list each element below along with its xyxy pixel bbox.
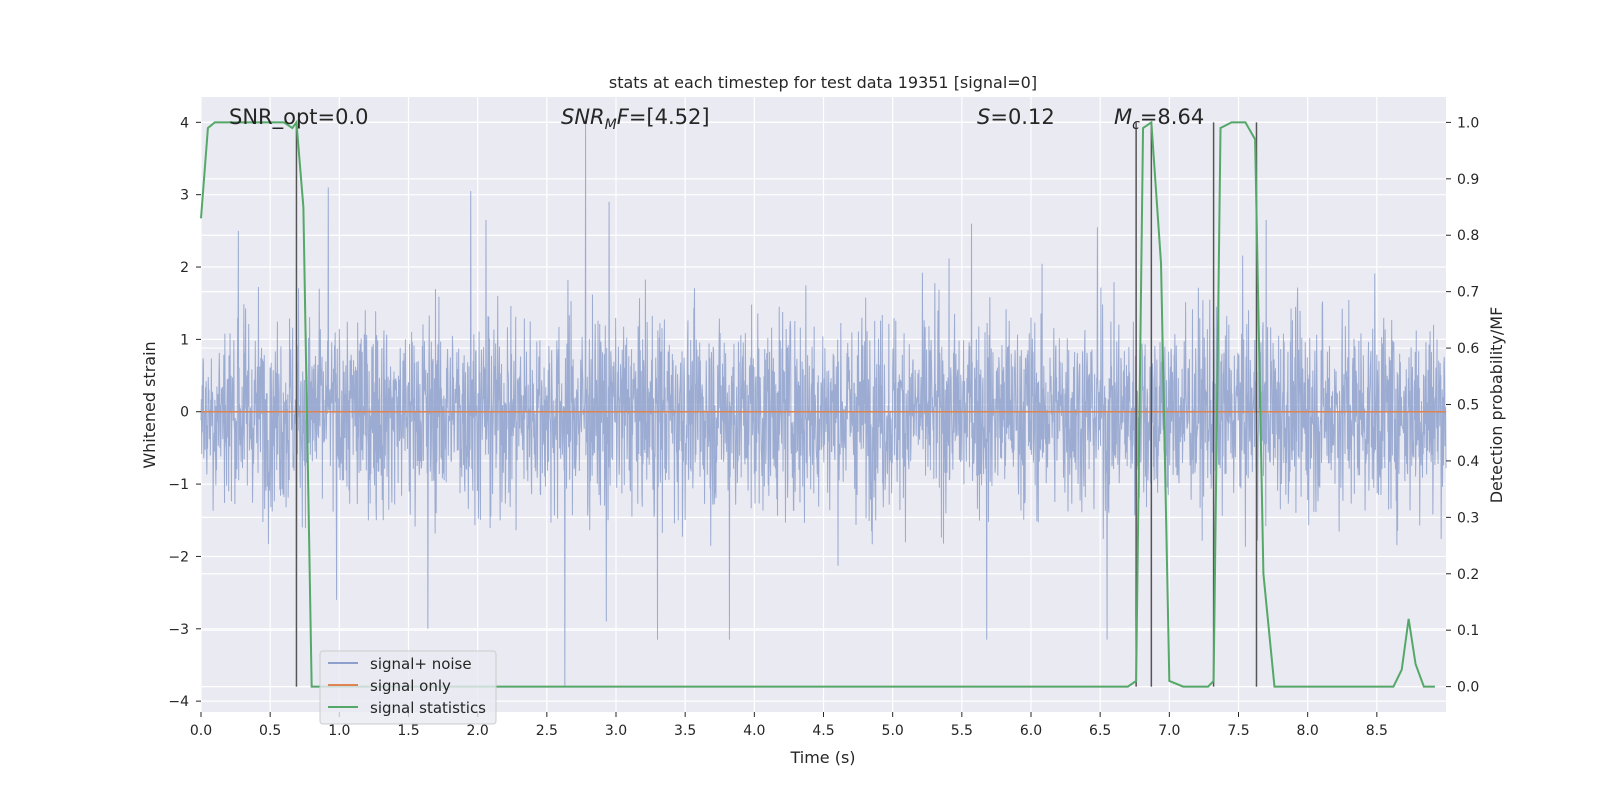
y2-tick-label: 0.0: [1457, 680, 1479, 696]
y-tick-label: 2: [180, 260, 189, 276]
y-tick-label: 0: [180, 405, 189, 421]
x-tick-label: 6.0: [1020, 723, 1042, 739]
legend-label-signal-only: signal only: [370, 677, 451, 695]
x-axis-ticks: 0.0 0.5 1.0 1.5 2.0 2.5 3.0 3.5 4.0 4.5 5.0 5.5 6.0 6…: [190, 712, 1388, 739]
x-tick-label: 1.0: [328, 723, 350, 739]
x-axis-label: Time (s): [789, 748, 855, 767]
y2-tick-label: 0.9: [1457, 172, 1479, 188]
y2-tick-label: 0.8: [1457, 228, 1479, 244]
y-axis-label: Whitened strain: [140, 341, 159, 468]
y2-axis-label: Detection probability/MF: [1487, 307, 1506, 504]
annotations: SNR_opt=0.0 SNRMF=[4.52] S=0.12 Mc=8.64: [229, 105, 1204, 133]
x-tick-label: 5.5: [951, 723, 973, 739]
x-tick-label: 2.0: [467, 723, 489, 739]
y2-tick-label: 0.7: [1457, 285, 1479, 301]
chart-title: stats at each timestep for test data 193…: [609, 73, 1037, 92]
signal-statistics-series: [200, 119, 1435, 688]
x-tick-label: 7.0: [1158, 723, 1180, 739]
y2-tick-label: 1.0: [1457, 115, 1479, 131]
x-tick-label: 5.0: [882, 723, 904, 739]
annotation-snr-opt: SNR_opt=0.0: [229, 105, 369, 130]
x-tick-label: 7.5: [1227, 723, 1249, 739]
x-tick-label: 4.5: [812, 723, 834, 739]
y2-tick-label: 0.3: [1457, 510, 1479, 526]
signal-noise-series: [200, 122, 1447, 687]
x-tick-label: 0.5: [259, 723, 281, 739]
vertical-markers: [295, 122, 1258, 687]
y-tick-label: 3: [180, 188, 189, 204]
legend-label-signal-noise: signal+ noise: [370, 655, 472, 673]
y2-axis-ticks: 0.0 0.1 0.2 0.3 0.4 0.5 0.6 0.7 0.8 0.9 1.0: [1446, 115, 1479, 696]
y-tick-label: −1: [168, 477, 189, 493]
legend-box: [319, 650, 497, 725]
annotation-mc: Mc=8.64: [1114, 105, 1204, 133]
y2-tick-label: 0.1: [1457, 623, 1479, 639]
x-tick-label: 6.5: [1089, 723, 1111, 739]
x-tick-label: 2.5: [536, 723, 558, 739]
y-tick-label: −3: [168, 622, 189, 638]
signal-statistics-line: [200, 119, 1435, 688]
x-tick-label: 4.0: [743, 723, 765, 739]
annotation-s: S=0.12: [977, 105, 1055, 129]
y2-tick-label: 0.2: [1457, 567, 1479, 583]
y2-tick-label: 0.6: [1457, 341, 1479, 357]
legend: signal+ noise signal only signal statist…: [319, 650, 497, 725]
plot-area: [200, 119, 1447, 688]
y2-tick-label: 0.5: [1457, 398, 1479, 414]
x-tick-label: 3.5: [674, 723, 696, 739]
x-tick-label: 3.0: [605, 723, 627, 739]
x-tick-label: 1.5: [397, 723, 419, 739]
annotation-snr-mf: SNRMF=[4.52]: [561, 105, 710, 133]
x-tick-label: 0.0: [190, 723, 212, 739]
y-tick-label: −2: [168, 549, 189, 565]
legend-label-signal-statistics: signal statistics: [370, 699, 486, 717]
x-tick-label: 8.5: [1366, 723, 1388, 739]
x-tick-label: 8.0: [1297, 723, 1319, 739]
y-tick-label: 4: [180, 115, 189, 131]
y2-tick-label: 0.4: [1457, 454, 1479, 470]
y-tick-label: 1: [180, 332, 189, 348]
signal-noise-line: [200, 122, 1447, 687]
y-tick-label: −4: [168, 694, 189, 710]
y-axis-ticks: −4 −3 −2 −1 0 1 2 3 4: [168, 115, 201, 710]
